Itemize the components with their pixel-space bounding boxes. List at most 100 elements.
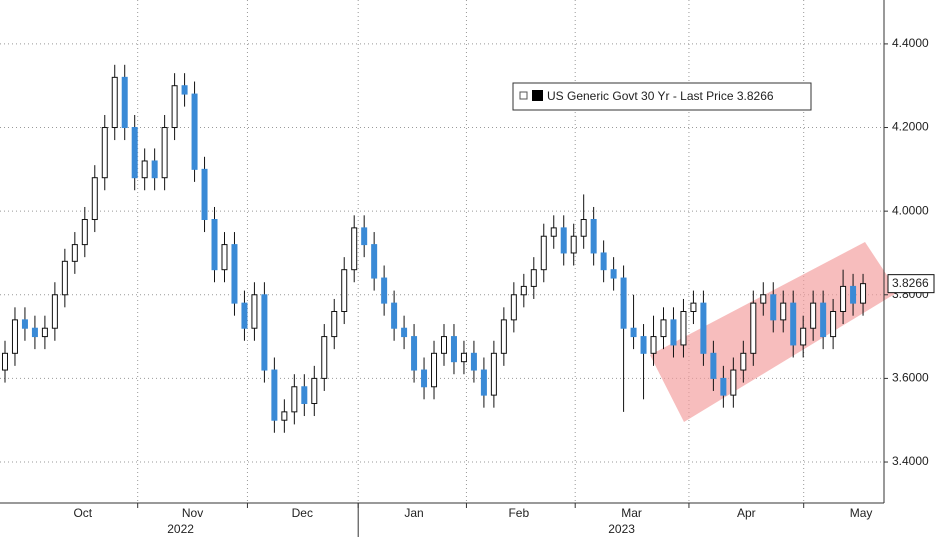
candle-body [580, 219, 587, 237]
candle-body [361, 227, 368, 246]
candle-body [540, 235, 547, 271]
candle-body [850, 285, 857, 304]
candle-body [650, 336, 657, 354]
candle-body [131, 127, 138, 179]
last-price-label: 3.8266 [892, 276, 929, 290]
last-price-box [887, 274, 935, 294]
candle-body [570, 235, 577, 254]
trend-channel [650, 242, 898, 422]
candle-body [251, 294, 258, 329]
x-tick-label: Dec [292, 506, 313, 520]
candle-body [630, 327, 637, 338]
x-tick-label: Jan [404, 506, 423, 520]
candle-body [191, 93, 198, 170]
candle-body [41, 327, 48, 338]
candle-body [520, 285, 527, 296]
candle-body [750, 302, 757, 354]
candle-body [660, 319, 667, 338]
legend: US Generic Govt 30 Yr - Last Price 3.826… [512, 82, 812, 111]
x-tick-label: Oct [73, 506, 92, 520]
candle-body [700, 302, 707, 354]
candle-body [530, 269, 537, 287]
candle-body [241, 302, 248, 329]
candle-body [720, 377, 727, 396]
candle-body [680, 311, 687, 346]
candle-body [670, 319, 677, 346]
candle-body [351, 227, 358, 271]
candle-body [91, 177, 98, 221]
candle-body [590, 219, 597, 254]
candle-body [411, 336, 418, 371]
y-tick-label: 3.4000 [892, 454, 929, 468]
x-tick-label: May [850, 506, 873, 520]
candle-body [331, 311, 338, 338]
candle-body [311, 377, 318, 404]
candle-body [450, 336, 457, 363]
candle-body [101, 127, 108, 179]
candle-body [31, 327, 38, 338]
candle-body [740, 352, 747, 371]
candle-body [161, 127, 168, 179]
candle-body [810, 302, 817, 329]
candle-body [610, 269, 617, 279]
candle-body [640, 336, 647, 354]
candle-body [81, 219, 88, 246]
candle-body [840, 285, 847, 313]
legend-box [512, 82, 812, 111]
candle-body [510, 294, 517, 321]
candle-body [550, 227, 557, 237]
grid-layer [0, 0, 884, 503]
candle-body [1, 352, 8, 371]
candle-body [440, 336, 447, 354]
candle-body [480, 369, 487, 396]
candle-body [21, 319, 28, 329]
candle-body [321, 336, 328, 379]
legend-text: US Generic Govt 30 Yr - Last Price 3.826… [547, 89, 774, 103]
candle-body [470, 352, 477, 371]
y-tick-label: 4.4000 [892, 36, 929, 50]
candle-body [690, 302, 697, 313]
candle-body [620, 277, 627, 329]
candle-body [261, 294, 268, 371]
candle-body [790, 302, 797, 346]
candle-body [181, 85, 188, 95]
legend-swatch [532, 90, 543, 101]
candle-body [391, 302, 398, 329]
year-label: 2022 [167, 522, 194, 536]
candle-body [560, 227, 567, 254]
x-tick-label: Nov [182, 506, 203, 520]
candle-body [61, 260, 68, 296]
x-tick-label: Apr [737, 506, 756, 520]
candle-body [760, 294, 767, 304]
candle-body [600, 252, 607, 271]
candle-body [381, 277, 388, 304]
candle-body [151, 160, 158, 179]
candle-body [500, 319, 507, 354]
candle-body [301, 386, 308, 404]
candle-body [490, 352, 497, 396]
y-tick-label: 4.2000 [892, 120, 929, 134]
candle-body [830, 311, 837, 338]
year-label: 2023 [608, 522, 635, 536]
candle-body [431, 352, 438, 388]
candle-body [421, 369, 428, 388]
y-tick-label: 3.6000 [892, 371, 929, 385]
candle-body [710, 352, 717, 379]
candle-body [730, 369, 737, 396]
candle-body [51, 294, 58, 329]
candle-body [770, 294, 777, 321]
candle-body [371, 244, 378, 279]
candle-body [860, 283, 867, 304]
candle-body [171, 85, 178, 129]
x-tick-label: Feb [508, 506, 529, 520]
candle-body [780, 302, 787, 321]
candle-body [800, 327, 807, 346]
x-tick-label: Mar [621, 506, 642, 520]
candle-body [401, 327, 408, 338]
candle-body [221, 244, 228, 271]
candle-body [201, 168, 208, 221]
candle-body [820, 302, 827, 338]
legend-icon [519, 91, 528, 100]
candle-body [231, 244, 238, 304]
candle-body [271, 369, 278, 421]
